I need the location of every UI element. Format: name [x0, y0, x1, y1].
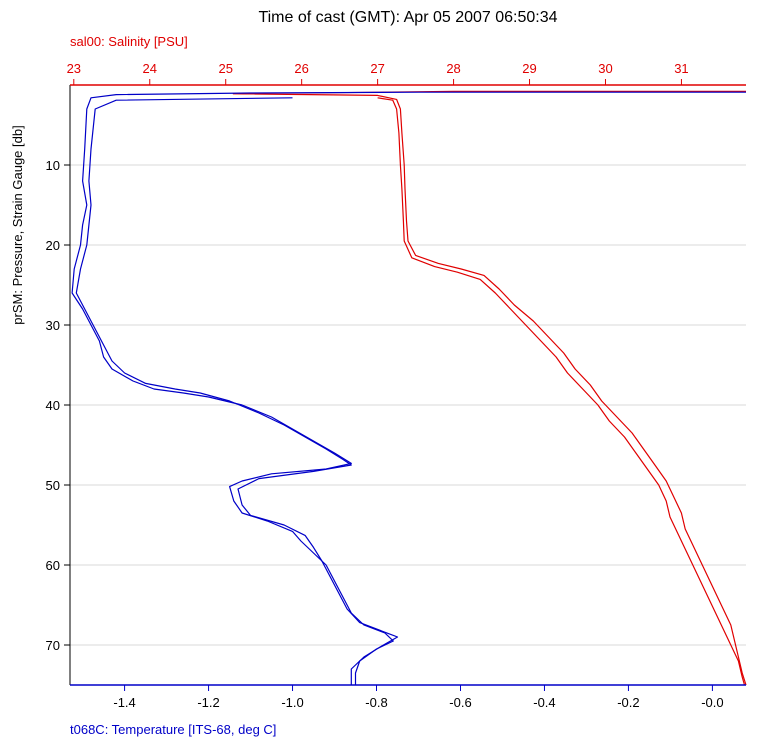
top-tick-label: 31 — [674, 61, 688, 76]
bottom-tick-label: -0.6 — [449, 695, 471, 710]
bottom-tick-label: -1.4 — [113, 695, 135, 710]
y-tick-label: 10 — [46, 158, 60, 173]
series-lines — [71, 90, 747, 686]
temperature-line-down — [71, 91, 746, 685]
chart-title: Time of cast (GMT): Apr 05 2007 06:50:34 — [258, 9, 557, 26]
bottom-tick-label: -1.2 — [197, 695, 219, 710]
bottom-tick-label: -1.0 — [281, 695, 303, 710]
top-tick-label: 26 — [294, 61, 308, 76]
bottom-axis-title: t068C: Temperature [ITS-68, deg C] — [70, 722, 276, 737]
y-tick-label: 70 — [46, 638, 60, 653]
top-tick-label: 28 — [446, 61, 460, 76]
y-axis-title: prSM: Pressure, Strain Gauge [db] — [10, 125, 25, 324]
bottom-tick-label: -0.4 — [533, 695, 555, 710]
top-tick-label: 27 — [370, 61, 384, 76]
y-tick-label: 60 — [46, 558, 60, 573]
y-tick-label: 20 — [46, 238, 60, 253]
salinity-line-up — [377, 97, 746, 686]
y-tick-label: 30 — [46, 318, 60, 333]
top-tick-label: 24 — [143, 61, 157, 76]
salinity-line-down — [232, 90, 747, 686]
top-tick-label: 25 — [218, 61, 232, 76]
axes: 10 20 30 40 50 60 70 23 24 25 26 27 28 29 30 31 -1.4 -1.2… — [46, 61, 746, 710]
bottom-tick-label: -0.0 — [701, 695, 723, 710]
bottom-tick-label: -0.2 — [617, 695, 639, 710]
top-tick-label: 30 — [598, 61, 612, 76]
y-tick-label: 50 — [46, 478, 60, 493]
y-tick-label: 40 — [46, 398, 60, 413]
grid-lines — [70, 164, 746, 646]
bottom-tick-label: -0.8 — [365, 695, 387, 710]
top-axis-title: sal00: Salinity [PSU] — [70, 34, 188, 49]
top-tick-label: 23 — [67, 61, 81, 76]
top-tick-label: 29 — [522, 61, 536, 76]
temperature-line-up — [75, 97, 399, 685]
